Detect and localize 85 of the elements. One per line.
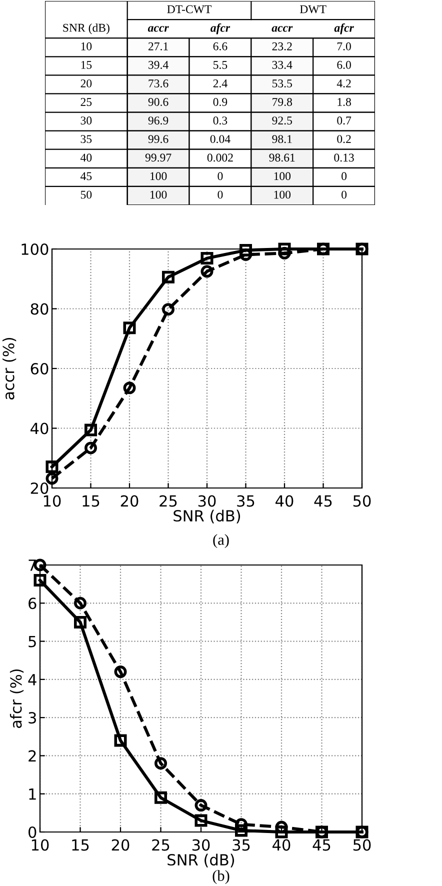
data-label: 0.2 xyxy=(337,135,351,144)
x-tick-label: 20 xyxy=(120,495,138,507)
data-label: 0 xyxy=(218,190,223,199)
data-label: 73.6 xyxy=(148,79,168,88)
y-tick-label: 15 xyxy=(81,60,92,69)
data-label: 98.1 xyxy=(272,135,292,144)
y-tick-label: 40 xyxy=(80,154,92,162)
x-tick-label: accr xyxy=(148,26,169,32)
y-tick-label: 1 xyxy=(29,788,36,800)
y-tick-label: 3 xyxy=(28,712,36,724)
data-label: 99.6 xyxy=(148,135,168,144)
y-tick-label: 25 xyxy=(80,98,92,106)
x-tick-label: accr xyxy=(272,26,293,32)
data-label: 23.2 xyxy=(272,42,292,50)
x-axis-title: SNR (dB) xyxy=(168,854,234,868)
data-label: 100 xyxy=(150,172,167,180)
data-label: 100 xyxy=(274,172,291,180)
x-tick-label: 40 xyxy=(272,839,290,851)
data-label: 0 xyxy=(342,172,347,180)
x-tick-label: 35 xyxy=(232,839,250,851)
data-label: 0.9 xyxy=(213,98,228,106)
y-tick-label: 20 xyxy=(30,482,48,494)
y-tick-label: 45 xyxy=(80,172,92,180)
y-tick-label: 50 xyxy=(80,190,92,199)
y-tick-label: 6 xyxy=(28,598,36,610)
data-label: 100 xyxy=(150,190,167,199)
text: (a) xyxy=(213,534,229,548)
data-label: 33.4 xyxy=(272,60,292,69)
y-tick-label: 35 xyxy=(80,135,92,144)
data-label: 39.4 xyxy=(148,60,168,69)
data-label: 0 xyxy=(218,172,223,180)
x-tick-label: 45 xyxy=(312,839,330,851)
x-tick-label: 45 xyxy=(314,495,332,507)
y-tick-label: 5 xyxy=(28,636,36,648)
y-axis-title: SNR (dB) xyxy=(63,23,110,34)
y-tick-label: 40 xyxy=(30,422,48,434)
x-tick-label: 50 xyxy=(353,495,371,507)
data-label: 0.13 xyxy=(334,154,354,162)
x-tick-label: 20 xyxy=(112,839,130,851)
data-label: 27.1 xyxy=(148,42,168,50)
data-label: 4.2 xyxy=(336,79,351,88)
y-tick-label: 10 xyxy=(81,42,92,50)
x-tick-label: 25 xyxy=(160,495,177,507)
x-tick-label: 30 xyxy=(192,839,210,851)
x-tick-label: 30 xyxy=(198,495,216,507)
x-tick-label: 40 xyxy=(276,495,294,507)
y-axis-title: afcr (%) xyxy=(10,669,24,728)
data-label: 6.6 xyxy=(213,42,228,50)
data-label: 90.6 xyxy=(148,98,168,106)
data-label: 99.97 xyxy=(145,154,172,162)
y-tick-label: 0 xyxy=(28,826,36,838)
data-label: 79.8 xyxy=(272,98,292,106)
x-tick-label: 25 xyxy=(152,839,170,851)
y-tick-label: 100 xyxy=(22,243,48,256)
x-tick-label: 35 xyxy=(237,495,254,507)
data-label: 100 xyxy=(274,190,291,199)
data-label: 6.0 xyxy=(337,60,351,69)
y-tick-label: 80 xyxy=(30,303,48,315)
y-tick-label: 60 xyxy=(30,362,48,375)
data-label: 98.61 xyxy=(269,154,295,162)
data-label: 0 xyxy=(342,190,347,199)
data-label: 0.7 xyxy=(337,116,352,125)
data-label: 7.0 xyxy=(337,42,351,50)
y-tick-label: 30 xyxy=(80,116,92,124)
text: DT-CWT xyxy=(167,5,212,14)
x-tick-label: 10 xyxy=(44,495,61,507)
text: (b) xyxy=(212,870,230,884)
y-axis-title: accr (%) xyxy=(2,338,16,400)
data-label: 2.4 xyxy=(213,79,228,88)
text: DWT xyxy=(300,5,326,14)
data-label: 5.5 xyxy=(214,61,228,69)
y-tick-label: 2 xyxy=(28,750,36,762)
data-label: 1.8 xyxy=(338,98,351,106)
data-label: 53.5 xyxy=(272,79,292,88)
y-tick-label: 20 xyxy=(80,79,92,88)
data-label: 0.04 xyxy=(210,135,230,144)
data-label: 92.5 xyxy=(272,116,292,125)
x-axis-title: SNR (dB) xyxy=(174,510,240,524)
data-label: 0.3 xyxy=(213,116,228,125)
data-label: 0.002 xyxy=(207,154,233,162)
data-label: 96.9 xyxy=(148,116,168,125)
y-tick-label: 4 xyxy=(28,674,36,686)
x-tick-label: afcr xyxy=(334,23,354,34)
x-tick-label: 50 xyxy=(353,839,371,851)
x-tick-label: afcr xyxy=(210,23,230,34)
